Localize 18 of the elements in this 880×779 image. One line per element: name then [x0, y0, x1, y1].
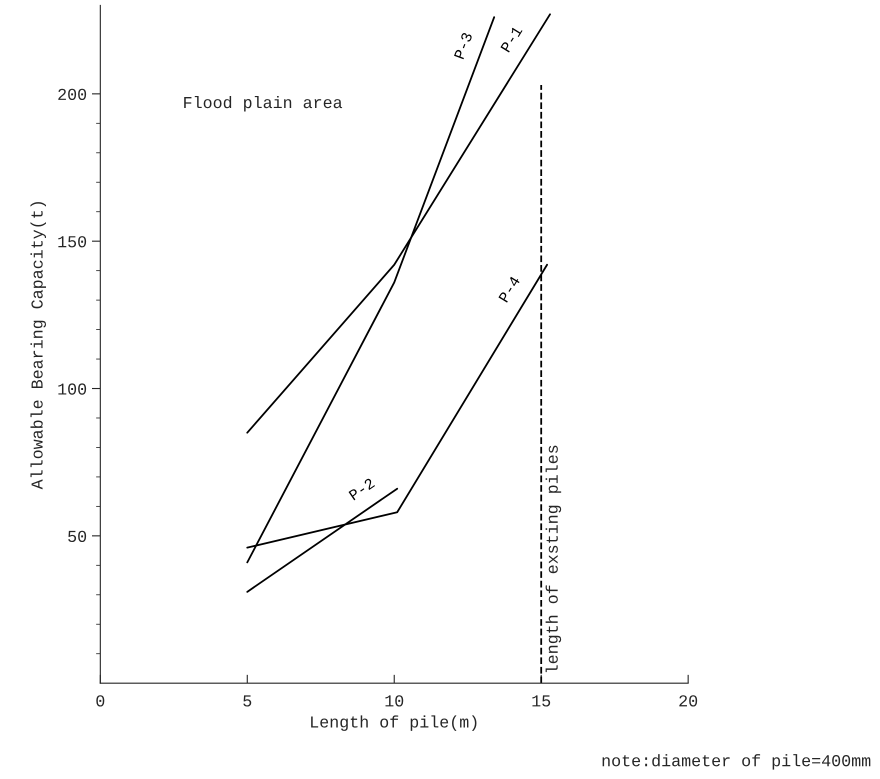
x-axis-title: Length of pile(m): [311, 715, 476, 731]
text: P-1: [500, 25, 522, 53]
x-tick-label: 0: [96, 695, 104, 707]
text: note:diameter of pile=400mm: [602, 754, 870, 770]
x-tick-label: 15: [532, 695, 550, 707]
y-tick-label: 200: [58, 88, 86, 100]
x-tick-label: 5: [243, 695, 252, 707]
ref-line-label: length of exsting piles: [546, 446, 562, 672]
x-tick-label: 10: [385, 695, 404, 707]
text: P-4: [498, 276, 520, 303]
text: P-2: [348, 478, 376, 500]
y-tick-label: 50: [68, 530, 86, 542]
y-axis-title: Allowable Bearing Capacity(t): [30, 202, 46, 490]
y-tick-label: 150: [58, 236, 86, 248]
y-tick-label: 100: [58, 383, 86, 395]
x-tick-label: 20: [679, 695, 698, 707]
annotation: Flood plain area: [184, 96, 342, 112]
text: P-3: [454, 32, 473, 60]
